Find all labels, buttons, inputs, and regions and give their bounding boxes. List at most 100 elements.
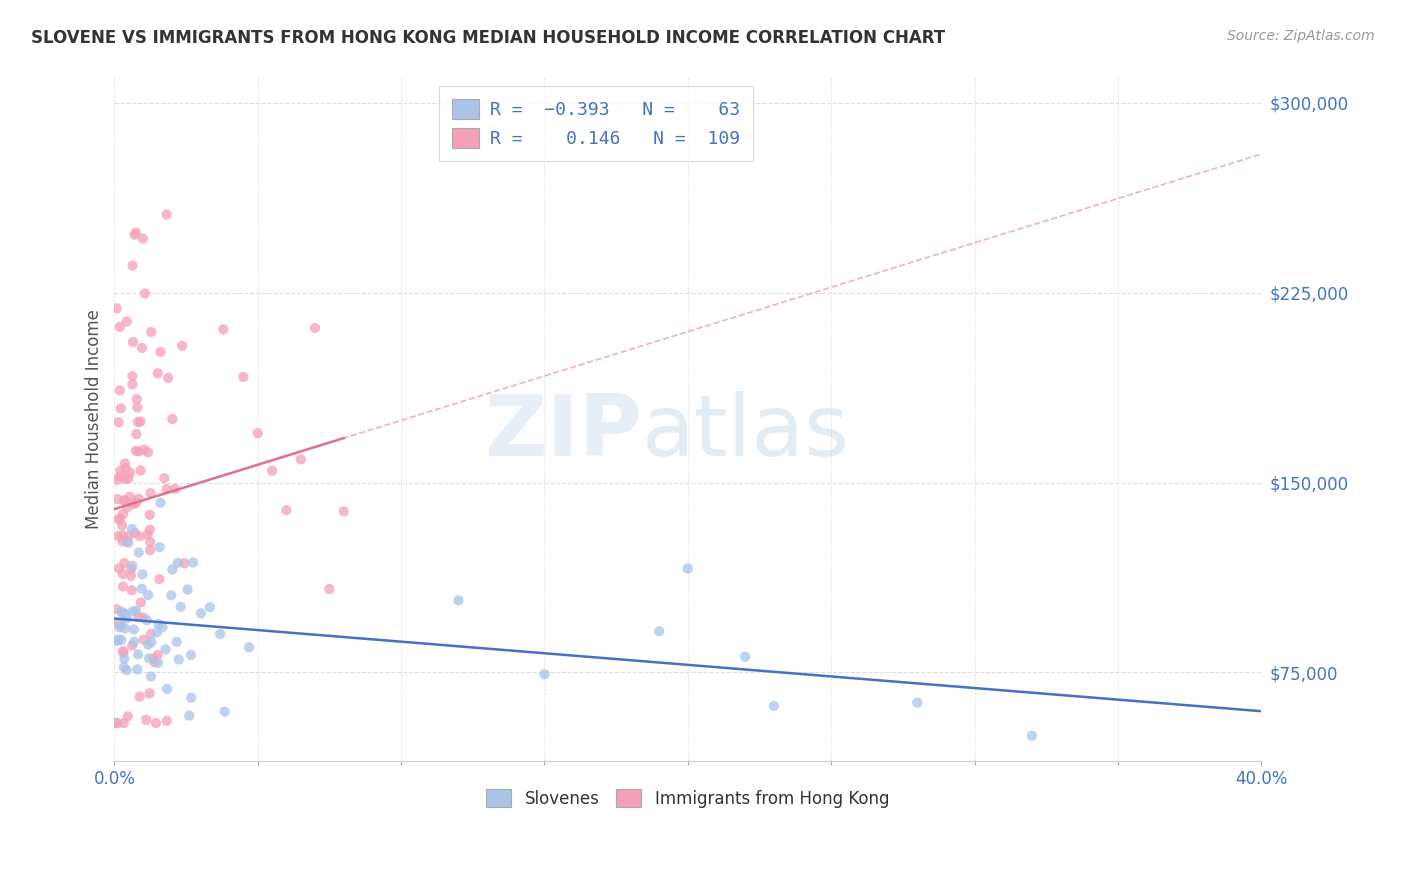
- Point: [122, 623, 145, 637]
- Point: [110, 632, 132, 647]
- Point: [114, 461, 136, 475]
- Point: [238, 640, 260, 655]
- Point: [148, 617, 170, 632]
- Point: [114, 493, 136, 508]
- Point: [125, 427, 148, 442]
- Point: [166, 556, 188, 570]
- Point: [107, 492, 129, 507]
- Point: [107, 616, 129, 631]
- Point: [121, 377, 143, 392]
- Point: [128, 690, 150, 704]
- Point: [139, 543, 162, 558]
- Point: [117, 500, 139, 515]
- Point: [107, 415, 129, 429]
- Point: [112, 493, 135, 508]
- Point: [162, 562, 184, 576]
- Point: [112, 646, 135, 660]
- Point: [111, 579, 134, 593]
- Point: [111, 606, 134, 620]
- Point: [179, 708, 201, 723]
- Point: [125, 604, 148, 618]
- Point: [152, 620, 174, 634]
- Point: [138, 508, 160, 522]
- Point: [125, 392, 148, 406]
- Point: [167, 652, 190, 666]
- Point: [648, 624, 671, 639]
- Point: [105, 301, 128, 316]
- Point: [139, 523, 162, 537]
- Point: [118, 490, 141, 504]
- Point: [139, 627, 162, 641]
- Point: [121, 558, 143, 573]
- Point: [117, 709, 139, 723]
- Point: [447, 593, 470, 607]
- Point: [115, 534, 138, 549]
- Point: [124, 525, 146, 540]
- Point: [134, 286, 156, 301]
- Point: [110, 464, 132, 478]
- Point: [112, 644, 135, 658]
- Point: [172, 339, 194, 353]
- Point: [132, 610, 155, 624]
- Point: [117, 535, 139, 549]
- Point: [127, 662, 149, 676]
- Point: [131, 341, 153, 355]
- Point: [156, 208, 179, 222]
- Point: [132, 632, 155, 647]
- Point: [128, 545, 150, 559]
- Point: [107, 512, 129, 526]
- Point: [125, 443, 148, 458]
- Point: [232, 370, 254, 384]
- Point: [156, 714, 179, 728]
- Point: [142, 652, 165, 666]
- Point: [105, 716, 128, 731]
- Point: [125, 226, 148, 240]
- Point: [165, 482, 187, 496]
- Point: [304, 321, 326, 335]
- Point: [145, 716, 167, 731]
- Text: Source: ZipAtlas.com: Source: ZipAtlas.com: [1227, 29, 1375, 43]
- Point: [115, 314, 138, 328]
- Point: [114, 622, 136, 636]
- Y-axis label: Median Household Income: Median Household Income: [86, 310, 103, 529]
- Point: [105, 716, 128, 731]
- Point: [121, 497, 143, 511]
- Point: [149, 496, 172, 510]
- Point: [127, 401, 149, 415]
- Point: [132, 442, 155, 457]
- Point: [108, 511, 131, 525]
- Legend: Slovenes, Immigrants from Hong Kong: Slovenes, Immigrants from Hong Kong: [479, 783, 896, 814]
- Point: [117, 471, 139, 485]
- Point: [734, 649, 756, 664]
- Point: [112, 556, 135, 570]
- Point: [190, 607, 212, 621]
- Point: [128, 491, 150, 506]
- Point: [156, 681, 179, 696]
- Point: [125, 495, 148, 509]
- Point: [905, 696, 928, 710]
- Point: [124, 227, 146, 242]
- Point: [162, 412, 184, 426]
- Point: [118, 466, 141, 480]
- Point: [115, 611, 138, 625]
- Point: [155, 642, 177, 657]
- Point: [121, 259, 143, 273]
- Point: [107, 529, 129, 543]
- Point: [115, 663, 138, 677]
- Point: [114, 607, 136, 621]
- Point: [146, 648, 169, 662]
- Point: [108, 620, 131, 634]
- Point: [111, 567, 134, 582]
- Point: [166, 635, 188, 649]
- Point: [131, 582, 153, 596]
- Point: [160, 588, 183, 602]
- Point: [173, 557, 195, 571]
- Point: [153, 471, 176, 485]
- Point: [139, 669, 162, 683]
- Point: [129, 529, 152, 543]
- Point: [290, 452, 312, 467]
- Point: [212, 322, 235, 336]
- Point: [676, 561, 699, 575]
- Point: [114, 472, 136, 486]
- Point: [121, 583, 143, 598]
